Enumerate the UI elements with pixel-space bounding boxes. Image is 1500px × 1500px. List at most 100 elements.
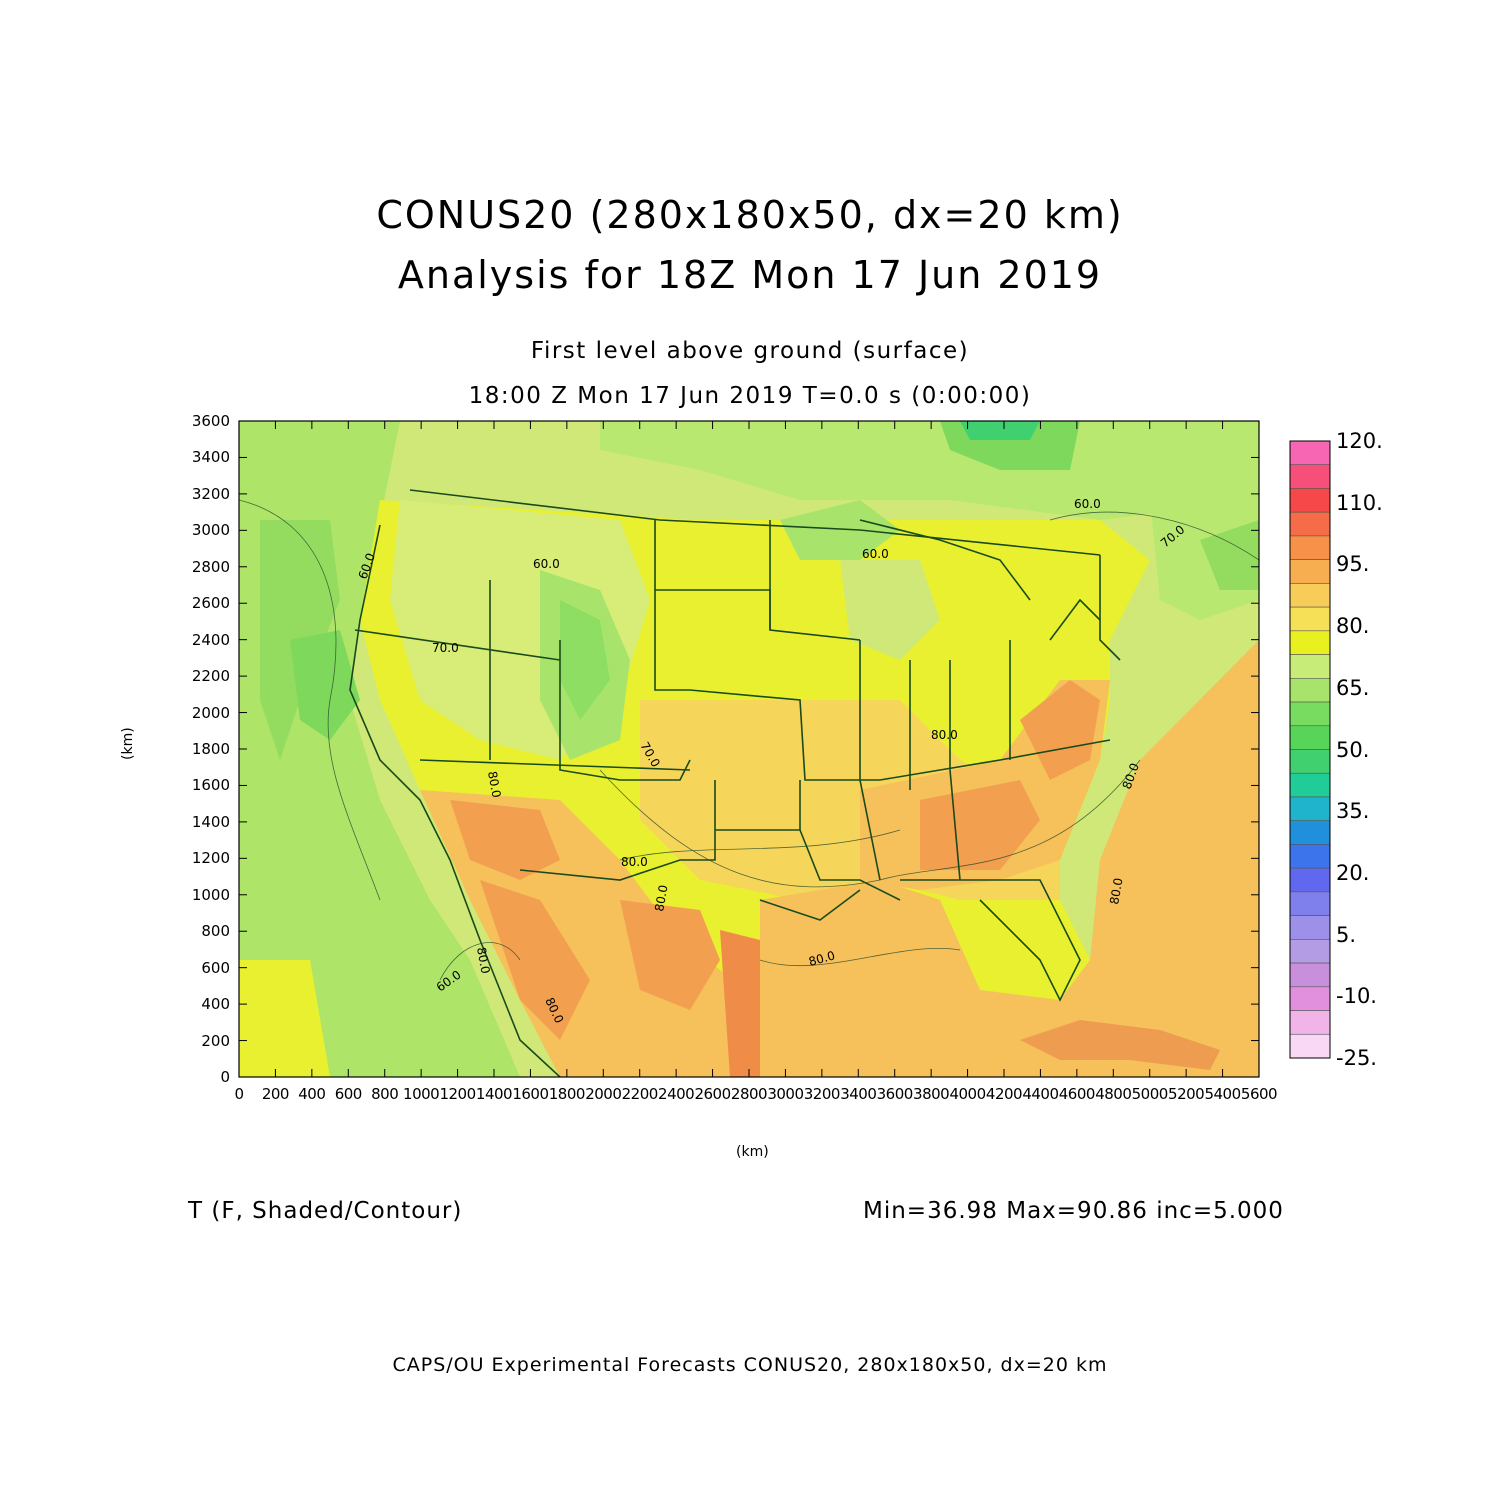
subtitle-time: 18:00 Z Mon 17 Jun 2019 T=0.0 s (0:00:00…: [468, 383, 1032, 409]
x-tick-label: 5000: [1131, 1085, 1169, 1103]
y-tick-label: 3000: [191, 521, 230, 540]
colorbar-swatch: [1289, 891, 1331, 916]
axis-ticks: [238, 420, 1260, 1078]
x-tick-label: 3400: [840, 1085, 877, 1103]
x-tick-label: 800: [371, 1085, 399, 1103]
y-tick-label: 1600: [191, 776, 230, 795]
colorbar-label: 5.: [1336, 922, 1357, 947]
title-line-2: Analysis for 18Z Mon 17 Jun 2019: [397, 253, 1103, 297]
boundary-lines: [349, 489, 1121, 1077]
y-tick-label: 1200: [191, 849, 230, 868]
x-tick-label: 4400: [1022, 1085, 1059, 1103]
x-tick-label: 3600: [876, 1085, 914, 1103]
colorbar-swatch: [1289, 820, 1331, 845]
colorbar-swatch: [1289, 464, 1331, 489]
x-tick-label: 0: [234, 1085, 244, 1103]
contour-lines: [239, 499, 1259, 981]
title-line-1: CONUS20 (280x180x50, dx=20 km): [376, 193, 1124, 237]
x-axis-label: (km): [736, 1144, 769, 1160]
x-tick-label: 400: [298, 1085, 326, 1103]
x-tick-label: 1000: [403, 1085, 440, 1103]
y-tick-label: 0: [220, 1068, 230, 1086]
subtitle-level: First level above ground (surface): [530, 338, 970, 364]
y-tick-label: 400: [201, 995, 230, 1014]
contour-label: 80.0: [652, 884, 670, 913]
contour-label: 80.0: [485, 770, 503, 799]
colorbar-swatch: [1289, 559, 1331, 584]
y-tick-label: 800: [201, 922, 230, 941]
colorbar-label: 110.: [1336, 490, 1383, 515]
x-tick-label: 2400: [658, 1085, 695, 1103]
field-legend: T (F, Shaded/Contour): [188, 1198, 463, 1224]
colorbar-swatch: [1289, 488, 1331, 513]
colorbar-label: -10.: [1336, 984, 1377, 1009]
y-tick-label: 1400: [191, 812, 230, 831]
colorbar-swatch: [1289, 915, 1331, 940]
x-tick-label: 5600: [1240, 1085, 1278, 1103]
y-tick-label: 200: [201, 1031, 230, 1050]
colorbar-label: 80.: [1336, 614, 1370, 639]
colorbar-swatch: [1289, 440, 1331, 466]
x-tick-label: 4600: [1058, 1085, 1096, 1103]
y-tick-label: 2600: [191, 594, 230, 613]
y-tick-label: 1800: [191, 740, 230, 758]
x-tick-label: 1600: [512, 1085, 549, 1103]
y-tick-label: 3400: [191, 448, 230, 467]
colorbar-swatch: [1289, 796, 1331, 821]
colorbar-label: 120.: [1336, 429, 1383, 453]
colorbar: [1289, 440, 1331, 1059]
x-tick-label: 4800: [1095, 1085, 1132, 1103]
x-tick-label: 3800: [913, 1085, 950, 1103]
colorbar-swatch: [1289, 1010, 1331, 1035]
colorbar-swatch: [1289, 583, 1331, 608]
y-tick-label: 2400: [191, 630, 230, 649]
colorbar-swatch: [1289, 962, 1331, 988]
x-tick-label: 4000: [949, 1085, 986, 1103]
y-tick-label: 600: [201, 958, 230, 977]
contour-label: 80.0: [931, 728, 958, 742]
x-tick-label: 2200: [621, 1085, 659, 1103]
contour-label: 60.0: [1074, 497, 1101, 511]
y-tick-label: 2200: [191, 667, 230, 686]
x-tick-label: 3200: [803, 1085, 841, 1103]
colorbar-label: -25.: [1336, 1046, 1377, 1070]
colorbar-swatch: [1289, 772, 1331, 798]
map-shading: [239, 421, 1259, 1077]
colorbar-label: 20.: [1336, 860, 1370, 885]
x-tick-label: 1400: [475, 1085, 513, 1103]
y-tick-label: 3600: [191, 412, 230, 430]
x-tick-label: 5400: [1204, 1085, 1241, 1103]
contour-label: 60.0: [533, 557, 560, 571]
colorbar-swatch: [1289, 606, 1331, 632]
contour-label: 80.0: [807, 948, 836, 968]
footer-credit: CAPS/OU Experimental Forecasts CONUS20, …: [392, 1354, 1108, 1376]
contour-label: 70.0: [432, 641, 459, 655]
colorbar-swatch: [1289, 678, 1331, 703]
colorbar-swatch: [1289, 630, 1331, 655]
contour-label: 60.0: [862, 547, 889, 561]
x-tick-label: 2000: [585, 1085, 622, 1103]
x-tick-label: 5200: [1168, 1085, 1205, 1103]
contour-label: 80.0: [1107, 877, 1125, 906]
field-stats: Min=36.98 Max=90.86 inc=5.000: [863, 1198, 1284, 1224]
colorbar-swatch: [1289, 939, 1331, 964]
y-tick-label: 2000: [191, 703, 230, 722]
colorbar-swatch: [1289, 749, 1331, 774]
colorbar-swatch: [1289, 867, 1331, 893]
x-tick-label: 4200: [985, 1085, 1023, 1103]
colorbar-swatch: [1289, 654, 1331, 679]
colorbar-swatch: [1289, 986, 1331, 1011]
y-tick-label: 1000: [191, 885, 230, 904]
y-tick-label: 2800: [191, 557, 230, 576]
x-tick-label: 1800: [548, 1085, 586, 1103]
colorbar-swatch: [1289, 511, 1331, 537]
x-tick-label: 200: [261, 1085, 290, 1103]
colorbar-label: 95.: [1336, 552, 1370, 577]
x-tick-label: 3000: [767, 1085, 804, 1103]
y-tick-label: 3200: [191, 484, 230, 503]
x-tick-label: 1200: [439, 1085, 476, 1103]
colorbar-swatch: [1289, 725, 1331, 750]
colorbar-swatch: [1289, 701, 1331, 727]
x-tick-label: 600: [334, 1085, 363, 1103]
